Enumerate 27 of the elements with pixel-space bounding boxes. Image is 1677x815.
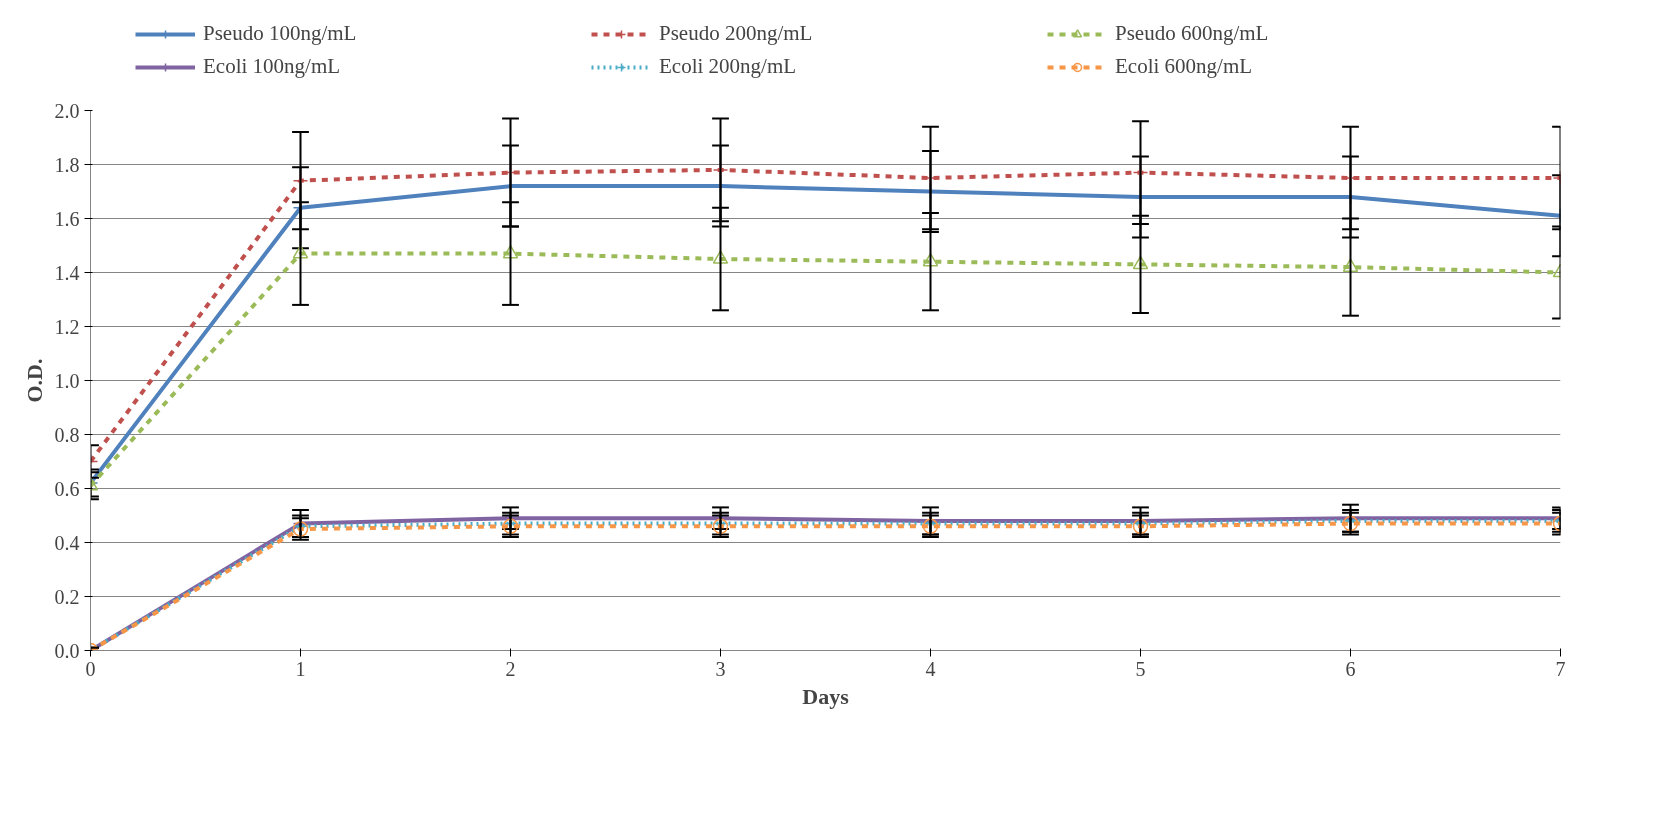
legend-label: Ecoli 200ng/mL: [659, 54, 798, 79]
y-axis-title: O.D.: [21, 358, 47, 403]
x-tick-label: 2: [505, 657, 516, 680]
y-tick-label: 0.6: [54, 477, 80, 500]
x-tick-label: 6: [1345, 657, 1356, 680]
legend-label: Ecoli 100ng/mL: [203, 54, 342, 79]
x-tick-label: 0: [85, 657, 96, 680]
x-tick-label: 1: [295, 657, 306, 680]
x-tick-label: 4: [925, 657, 936, 680]
legend-label: Pseudo 100ng/mL: [203, 21, 358, 46]
y-tick-label: 1.6: [54, 207, 80, 230]
legend-label: Ecoli 600ng/mL: [1115, 54, 1254, 79]
y-tick-label: 1.2: [54, 315, 80, 338]
y-tick-label: 1.4: [54, 261, 80, 284]
y-tick-label: 2.0: [54, 99, 80, 122]
y-tick-label: 1.0: [54, 369, 80, 392]
x-axis-title: Days: [802, 683, 850, 709]
x-tick-label: 3: [715, 657, 726, 680]
x-tick-label: 5: [1135, 657, 1146, 680]
y-tick-label: 0.2: [54, 585, 80, 608]
legend-label: Pseudo 200ng/mL: [659, 21, 814, 46]
y-tick-label: 0.0: [54, 639, 80, 662]
x-tick-label: 7: [1555, 657, 1566, 680]
legend-label: Pseudo 600ng/mL: [1115, 21, 1270, 46]
y-tick-label: 0.4: [54, 531, 80, 554]
y-tick-label: 0.8: [54, 423, 80, 446]
y-tick-label: 1.8: [54, 153, 80, 176]
